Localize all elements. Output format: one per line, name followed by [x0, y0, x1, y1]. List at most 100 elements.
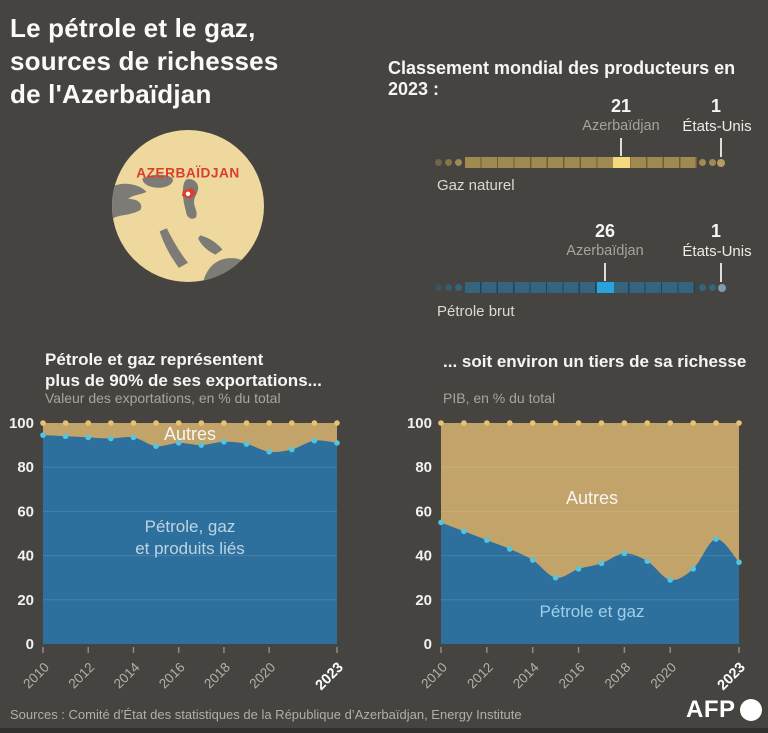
marker-value — [552, 574, 559, 581]
marker-top — [85, 420, 92, 426]
caspian-sea — [182, 179, 199, 219]
red-sea — [159, 228, 188, 268]
oil-us-rank: 1 — [710, 221, 721, 241]
gas-azerbaijan-pointer-line — [620, 138, 622, 156]
marker-value — [62, 433, 69, 440]
mediterranean-sea — [112, 183, 147, 220]
marker-value — [288, 446, 295, 453]
y-axis-tick-label: 20 — [415, 592, 432, 609]
oil-ellipsis-dot — [454, 284, 462, 291]
marker-top — [575, 420, 582, 426]
y-axis-tick-label: 100 — [9, 415, 34, 432]
marker-value — [40, 432, 46, 438]
y-axis-tick-label: 100 — [407, 415, 432, 432]
gas-rank-1-dot — [717, 158, 725, 167]
marker-top — [667, 420, 674, 426]
x-axis-tick-label: 2020 — [647, 660, 679, 692]
oil-ellipsis-dot — [708, 284, 716, 291]
marker-value — [175, 440, 182, 446]
marker-value — [130, 434, 137, 441]
gas-us-rank: 1 — [710, 96, 721, 116]
marker-top — [243, 420, 250, 426]
y-axis-tick-label: 80 — [17, 459, 34, 476]
marker-top — [598, 420, 605, 426]
marker-value — [713, 536, 719, 542]
marker-value — [221, 438, 227, 445]
marker-top — [461, 420, 467, 426]
marker-value — [153, 443, 159, 450]
marker-value — [108, 435, 114, 442]
marker-top — [153, 420, 159, 426]
area-inline-label: Pétrole, gaz — [145, 517, 236, 536]
marker-value — [529, 557, 536, 563]
marker-top — [108, 420, 114, 426]
marker-top — [506, 420, 513, 426]
oil-ellipsis-dot — [434, 284, 442, 291]
marker-value — [311, 437, 318, 444]
area-inline-label: Pétrole et gaz — [540, 602, 645, 621]
gdp-share-chart: 0 20 40 60 80 100 2010 2012 2014 2016 2018 2020 2023… — [407, 415, 749, 694]
oil-azerbaijan-rank-highlight — [597, 282, 614, 293]
exports-share-chart-area-oilgas — [43, 435, 337, 644]
bottom-border — [0, 728, 768, 733]
marker-top — [175, 420, 182, 426]
marker-value — [438, 519, 444, 526]
marker-value — [266, 448, 272, 455]
marker-top — [311, 420, 318, 426]
marker-value — [461, 528, 467, 535]
gas-ellipsis-dot — [698, 159, 706, 166]
oil-azerbaijan-label: Azerbaïdjan — [566, 243, 644, 259]
marker-value — [690, 566, 696, 572]
oil-ellipsis-dot — [698, 284, 706, 291]
marker-value — [334, 440, 340, 446]
afp-logo-text: AFP — [686, 696, 736, 723]
x-axis-tick-label: 2018 — [201, 660, 233, 692]
x-axis-tick-label: 2016 — [156, 660, 188, 692]
gas-azerbaijan-rank-highlight — [613, 157, 630, 168]
marker-value — [243, 441, 250, 447]
x-axis-tick-label: 2012 — [464, 660, 496, 692]
right-chart-title: ... soit environ un tiers de sa richesse — [443, 352, 747, 371]
x-axis-tick-label: 2010 — [20, 660, 52, 692]
marker-top — [62, 420, 69, 426]
marker-top — [288, 420, 295, 426]
y-axis-tick-label: 40 — [17, 548, 34, 565]
marker-value — [667, 577, 674, 583]
page-title: Le pétrole et le gaz, sources de richess… — [10, 12, 279, 111]
marker-value — [644, 558, 651, 564]
marker-top — [130, 420, 137, 426]
y-axis-tick-label: 60 — [415, 503, 432, 520]
afp-logo-circle-icon — [739, 699, 762, 721]
x-axis-tick-label: 2023 — [313, 660, 347, 694]
x-axis-tick-label: 2014 — [111, 659, 143, 691]
marker-top — [40, 420, 46, 426]
marker-value — [198, 442, 205, 448]
left-chart-title-line-2: plus de 90% de ses exportations... — [45, 371, 322, 390]
map-country-label: AZERBAÏDJAN — [136, 166, 240, 181]
afp-logo: AFP — [686, 696, 762, 724]
marker-top — [484, 420, 490, 426]
marker-value — [575, 566, 582, 572]
y-axis-tick-label: 0 — [26, 636, 34, 653]
gas-us-pointer-line — [720, 138, 722, 157]
x-axis-tick-label: 2014 — [510, 659, 542, 691]
title-line-1: Le pétrole et le gaz, — [10, 13, 256, 43]
exports-share-chart: 0 20 40 60 80 100 2010 2012 2014 2016 2018 2020 2023… — [9, 415, 347, 694]
gas-ellipsis-dot — [708, 159, 716, 166]
oil-ellipsis-dot — [444, 284, 452, 291]
marker-top — [438, 420, 444, 426]
x-axis-tick-label: 2020 — [246, 660, 278, 692]
oil-rank-bar — [465, 282, 695, 293]
left-chart-subtitle: Valeur des exportations, en % du total — [45, 390, 281, 406]
area-inline-label: et produits liés — [135, 539, 245, 558]
persian-gulf — [198, 235, 223, 255]
y-axis-tick-label: 20 — [17, 592, 34, 609]
left-chart-title: Pétrole et gaz représentent plus de 90% … — [45, 349, 322, 391]
marker-top — [621, 420, 628, 426]
x-axis-tick-label: 2016 — [556, 660, 588, 692]
area-inline-label: Autres — [566, 488, 618, 508]
right-chart-subtitle: PIB, en % du total — [443, 390, 556, 406]
gas-ellipsis-dot — [444, 159, 452, 166]
oil-azerbaijan-pointer-line — [604, 263, 606, 281]
